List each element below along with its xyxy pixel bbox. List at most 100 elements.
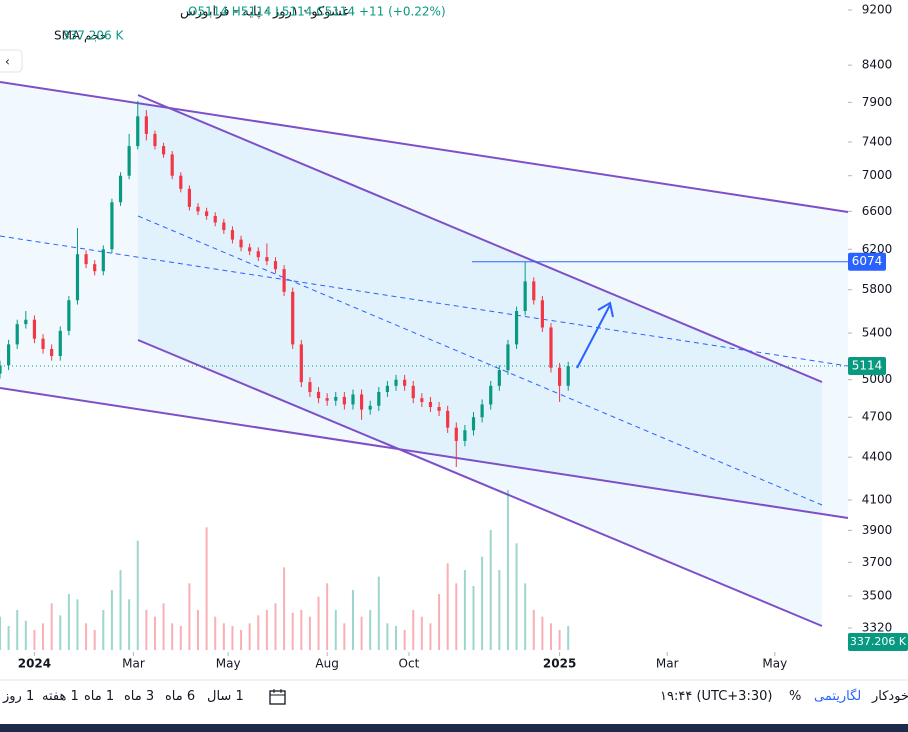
candle-body (187, 188, 192, 207)
volume-bar (326, 583, 329, 650)
volume-sma-bg (848, 633, 908, 651)
volume-bar (214, 616, 217, 650)
candle-body (368, 405, 372, 410)
volume-bar (334, 610, 337, 650)
y-tick-label: 7900 (862, 95, 893, 109)
candle-body (437, 407, 441, 411)
candle-body (58, 330, 62, 356)
volume-bar (472, 586, 475, 650)
volume-bar (76, 599, 79, 650)
y-tick-label: 5000 (862, 372, 893, 386)
candle-body (446, 410, 450, 428)
candle-body (179, 175, 183, 189)
mid-line (137, 215, 823, 506)
chart: غشوکو · ۱روز · پایه - فرابورس O5114 H511… (0, 3, 908, 681)
volume-bar (506, 490, 509, 650)
volume-bar (136, 540, 139, 650)
collapse-icon[interactable]: ‹ (5, 55, 10, 69)
y-tick-label: 8400 (862, 58, 893, 72)
candle-body (497, 370, 501, 386)
candle-body (411, 385, 415, 399)
candle-body (248, 247, 252, 252)
price-label-bg (848, 252, 886, 271)
volume-bar (524, 583, 527, 650)
candle-body (67, 300, 71, 331)
x-tick-label: 2024 (18, 657, 51, 671)
volume-bar (515, 543, 518, 650)
volume-bar (343, 623, 346, 650)
volume-bar (317, 596, 320, 650)
candle-body (170, 154, 174, 176)
series-layer (0, 100, 570, 650)
candle-body (308, 382, 312, 392)
toolbar-item[interactable]: 1 ماه (84, 689, 115, 704)
candle-body (471, 417, 476, 431)
candle-body (118, 175, 123, 203)
trend-line (0, 387, 849, 519)
y-tick-label: 5800 (862, 282, 893, 296)
bottom-bar (0, 724, 908, 732)
volume-bar (179, 626, 182, 650)
candle-body (50, 348, 54, 356)
y-tick-label: 4400 (862, 450, 893, 464)
ohlc-legend: O5114 H5114 L5114 C5114 +11 (+0.22%) (188, 5, 446, 19)
toolbar-item[interactable]: 1 روز (3, 689, 35, 704)
candle-body (454, 427, 458, 441)
candle-body (377, 391, 381, 406)
candle-body (205, 211, 209, 216)
volume-bar (386, 623, 389, 650)
last-price-label: 5114 (852, 359, 883, 373)
candle-body (394, 379, 398, 386)
candle-body (523, 281, 527, 312)
candle-body (24, 319, 28, 325)
candle-body (403, 379, 407, 386)
calendar-button[interactable] (268, 688, 288, 710)
volume-bar (567, 626, 570, 650)
toolbar-item[interactable]: 1 هفته (42, 689, 79, 704)
toolbar-item[interactable]: خودکار (872, 689, 908, 704)
volume-bar (33, 630, 36, 650)
volume-bar (128, 599, 131, 650)
candle-body (110, 202, 114, 250)
x-tick-label: 2025 (543, 657, 576, 671)
candle-body (480, 404, 484, 418)
candle-body (299, 344, 303, 383)
y-tick-label: 6200 (862, 242, 893, 256)
x-tick-label: Mar (122, 657, 145, 671)
candle-body (514, 311, 519, 345)
volume-bar (231, 626, 234, 650)
volume-bar (532, 610, 535, 650)
y-tick-label: 4700 (862, 410, 893, 424)
toolbar-item[interactable]: 6 ماه (165, 689, 196, 704)
candle-body (325, 398, 329, 401)
toolbar-item[interactable]: 3 ماه (124, 689, 155, 704)
candle-body (153, 133, 157, 147)
volume-bar (50, 603, 53, 650)
y-tick-label: 4100 (862, 493, 893, 507)
candle-body (420, 398, 424, 402)
volume-bar (102, 610, 105, 650)
volume-bar (463, 570, 466, 650)
collapse-button[interactable] (0, 49, 23, 73)
volume-bar (248, 623, 251, 650)
volume-bar (403, 630, 406, 650)
volume-bar (119, 570, 122, 650)
volume-bar (188, 583, 191, 650)
candle-body (144, 116, 148, 134)
candle-body (265, 257, 269, 262)
volume-bar (481, 556, 484, 650)
candle-body (489, 385, 493, 405)
candle-body (127, 146, 131, 176)
candle-body (506, 344, 510, 371)
volume-bar (455, 583, 458, 650)
toolbar-item[interactable]: لگاریتمی (814, 689, 862, 704)
volume-bar (498, 570, 501, 650)
volume-bar (446, 563, 449, 650)
x-tick-label: Aug (315, 657, 338, 671)
volume-bar (93, 630, 96, 650)
candle-body (101, 249, 105, 272)
toolbar-item[interactable]: 1 سال (207, 689, 244, 704)
toolbar-item[interactable]: % (789, 689, 802, 704)
candle-body (385, 385, 390, 392)
